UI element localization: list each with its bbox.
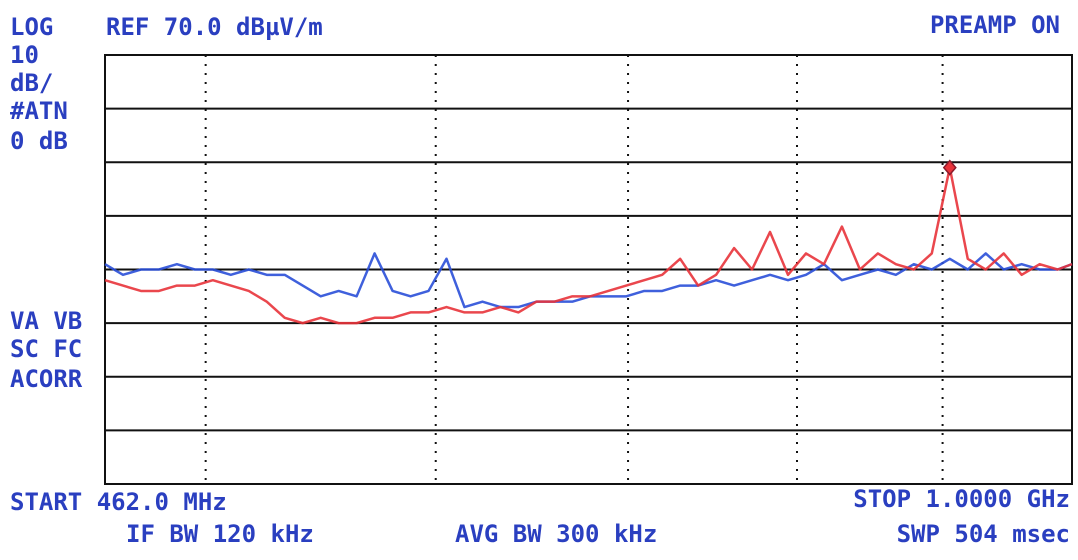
stop-freq: STOP 1.0000 GHz xyxy=(853,485,1070,513)
scale-label: 10 xyxy=(10,41,39,69)
acorr: ACORR xyxy=(10,365,83,393)
log-label: LOG xyxy=(10,13,53,41)
peak-marker xyxy=(942,159,957,176)
if-bw: IF BW 120 kHz xyxy=(126,520,314,548)
plot-frame xyxy=(104,54,1073,485)
ref-level: REF 70.0 dBµV/m xyxy=(106,13,323,41)
scale-unit: dB/ xyxy=(10,69,53,97)
preamp: PREAMP ON xyxy=(930,11,1060,39)
trace xyxy=(104,166,1073,325)
va-vb: VA VB xyxy=(10,307,82,335)
atn-value: 0 dB xyxy=(10,127,68,155)
avg-bw: AVG BW 300 kHz xyxy=(455,520,657,548)
sc-fc: SC FC xyxy=(10,335,82,363)
atn-label: #ATN xyxy=(10,97,68,125)
sweep-time: SWP 504 msec xyxy=(897,520,1070,548)
start-freq: START 462.0 MHz xyxy=(10,488,227,516)
